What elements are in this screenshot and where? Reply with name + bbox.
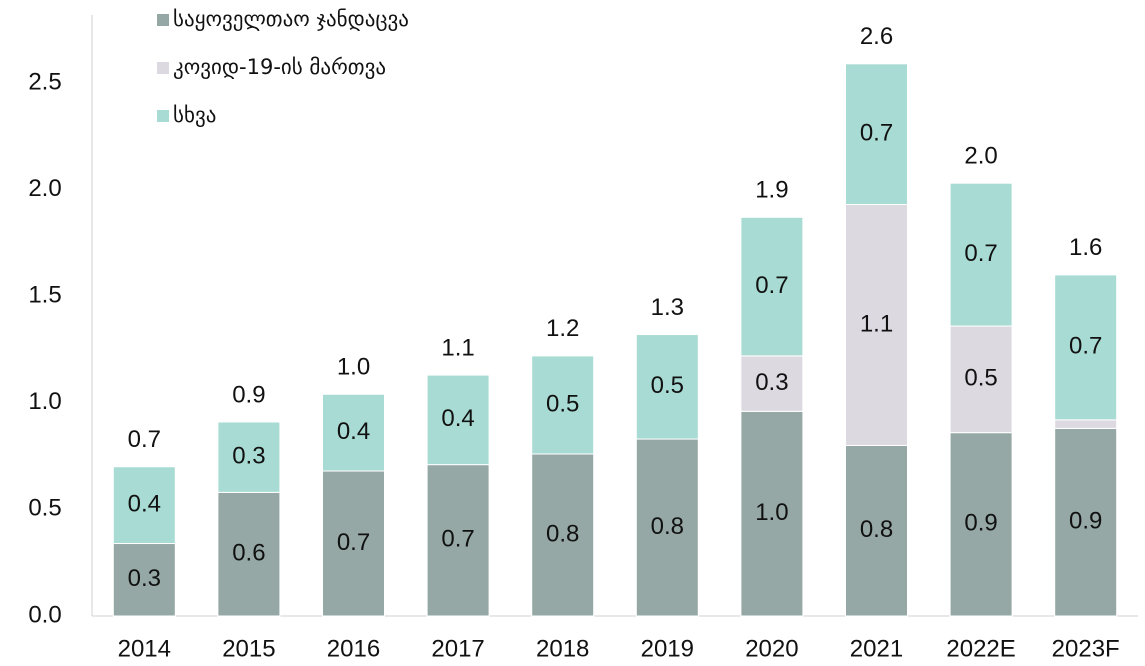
data-label: 1.0 xyxy=(755,499,788,526)
x-tick-label: 2014 xyxy=(118,635,171,662)
data-label: 0.7 xyxy=(441,526,474,553)
data-label: 1.1 xyxy=(860,310,893,337)
data-label: 0.7 xyxy=(337,529,370,556)
bar-segment xyxy=(1054,419,1118,429)
bar-segment xyxy=(217,421,281,493)
data-label: 0.5 xyxy=(546,390,579,417)
data-label: 0.7 xyxy=(755,272,788,299)
data-label: 0.7 xyxy=(964,240,997,267)
bar-segment xyxy=(740,355,804,412)
bar-segment xyxy=(322,470,385,617)
y-tick-label: 0.0 xyxy=(28,601,61,628)
total-label: 1.6 xyxy=(1069,234,1102,261)
legend-swatch xyxy=(157,14,169,26)
data-label: 0.6 xyxy=(232,540,265,567)
legend-label: კოვიდ-19-ის მართვა xyxy=(173,55,386,79)
bar-segment xyxy=(949,182,1013,327)
x-tick-label: 2018 xyxy=(536,635,589,662)
data-label: 0.5 xyxy=(964,365,997,392)
data-label: 0.3 xyxy=(755,369,788,396)
total-label: 1.2 xyxy=(546,315,579,342)
bar-segment xyxy=(740,410,804,617)
total-label: 1.3 xyxy=(651,294,684,321)
data-label: 0.4 xyxy=(337,418,370,445)
bar-segment xyxy=(845,444,908,617)
data-label: 0.4 xyxy=(128,490,161,517)
data-label: 0.4 xyxy=(441,405,474,432)
data-label: 0.8 xyxy=(860,516,893,543)
data-label: 0.7 xyxy=(860,120,893,147)
x-tick-label: 2017 xyxy=(431,635,484,662)
y-tick-label: 1.5 xyxy=(28,282,61,309)
x-tick-label: 2015 xyxy=(222,635,275,662)
bar-segment xyxy=(740,216,804,357)
data-label: 0.7 xyxy=(1069,333,1102,360)
bar-segment xyxy=(322,393,385,472)
bar-segment xyxy=(112,543,176,617)
bar-segment xyxy=(531,355,595,455)
legend-swatch xyxy=(157,110,169,122)
x-tick-label: 2021 xyxy=(850,635,903,662)
bar-segment xyxy=(112,466,176,545)
bar-segment xyxy=(1054,274,1118,421)
total-label: 1.9 xyxy=(755,177,788,204)
x-tick-label: 2020 xyxy=(745,635,798,662)
bar-segment xyxy=(845,204,908,446)
y-tick-label: 0.5 xyxy=(28,495,61,522)
x-tick-label: 2022E xyxy=(946,635,1015,662)
data-label: 0.8 xyxy=(546,520,579,547)
bar-segment xyxy=(1054,427,1118,617)
bar-segment xyxy=(635,438,699,617)
y-tick-label: 1.0 xyxy=(28,388,61,415)
bar-segment xyxy=(949,432,1013,617)
bar-segment xyxy=(531,453,595,617)
bar-segment xyxy=(635,334,699,440)
bar-segment xyxy=(426,374,490,466)
bar-segment xyxy=(845,63,908,206)
legend-label: სხვა xyxy=(173,103,216,127)
total-label: 0.9 xyxy=(232,381,265,408)
x-tick-label: 2016 xyxy=(327,635,380,662)
total-label: 0.7 xyxy=(128,426,161,453)
data-label: 0.8 xyxy=(651,513,684,540)
legend-label: საყოველთაო ჯანდაცვა xyxy=(173,7,409,31)
y-tick-label: 2.5 xyxy=(28,68,61,95)
total-label: 1.0 xyxy=(337,354,370,381)
data-label: 0.3 xyxy=(232,443,265,470)
bar-segment xyxy=(217,491,281,617)
bar-segment xyxy=(426,464,490,617)
data-label: 0.9 xyxy=(1069,508,1102,535)
total-label: 2.6 xyxy=(860,23,893,50)
legend-swatch xyxy=(157,62,169,74)
total-label: 2.0 xyxy=(964,143,997,170)
total-label: 1.1 xyxy=(441,334,474,361)
data-label: 0.5 xyxy=(651,372,684,399)
data-label: 0.9 xyxy=(964,510,997,537)
y-tick-label: 2.0 xyxy=(28,175,61,202)
data-label: 0.3 xyxy=(128,565,161,592)
x-tick-label: 2019 xyxy=(641,635,694,662)
bar-segment xyxy=(949,325,1013,434)
x-tick-label: 2023F xyxy=(1052,635,1120,662)
